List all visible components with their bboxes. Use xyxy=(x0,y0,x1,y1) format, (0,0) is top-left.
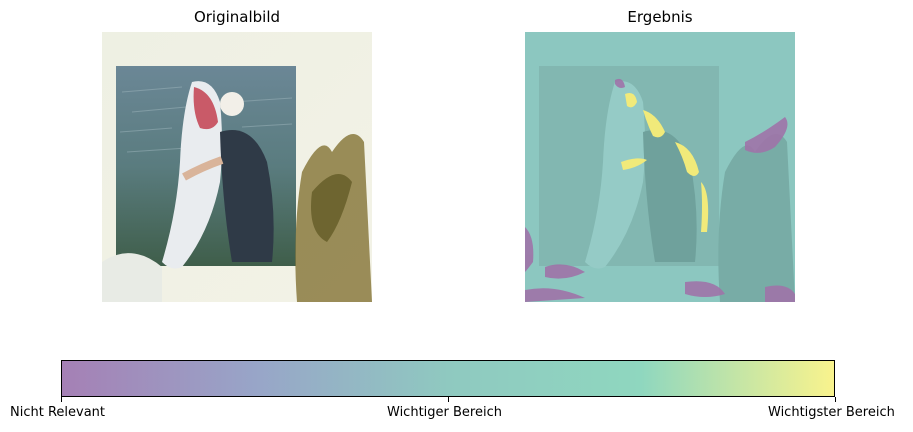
colorbar-label-max: Wichtigster Bereich xyxy=(768,405,895,420)
colorbar xyxy=(61,360,835,397)
colorbar-tick-max xyxy=(835,397,836,402)
left-panel-title: Originalbild xyxy=(102,8,372,26)
colorbar-tick-mid xyxy=(448,397,449,402)
result-heatmap xyxy=(525,32,795,302)
original-image-drawing xyxy=(102,32,372,302)
right-panel-title: Ergebnis xyxy=(525,8,795,26)
result-heatmap-drawing xyxy=(525,32,795,302)
colorbar-label-mid: Wichtiger Bereich xyxy=(387,405,502,420)
original-image xyxy=(102,32,372,302)
colorbar-tick-min xyxy=(61,397,62,402)
colorbar-label-min: Nicht Relevant xyxy=(10,405,105,420)
